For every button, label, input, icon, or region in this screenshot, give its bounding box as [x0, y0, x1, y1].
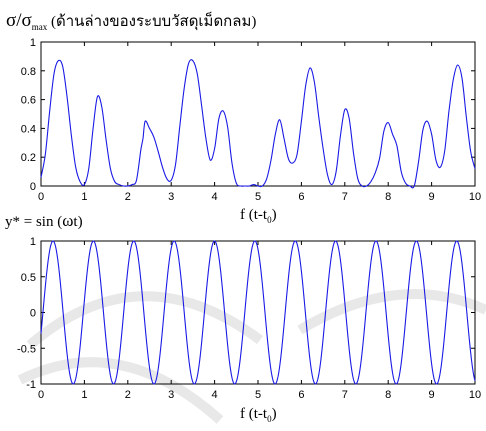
- x-tick-label: 6: [298, 389, 304, 401]
- x-tick-label: 5: [255, 191, 261, 203]
- y-tick-label: 1: [30, 37, 36, 49]
- x-tick-label: 6: [298, 191, 304, 203]
- y-tick-label: 0.5: [21, 272, 36, 284]
- y-tick-label: -0.5: [17, 343, 36, 355]
- chart-bottom-series-line: [40, 240, 476, 385]
- chart-bottom-x-axis: 0 1 2 3 4 5 6 7 8 9 10: [38, 241, 481, 401]
- y-tick-label: 0.8: [21, 66, 36, 78]
- x-tick-label: 4: [212, 191, 218, 203]
- watermark-arcs: [17, 289, 486, 424]
- chart-top-x-axis: 0 1 2 3 4 5 6 7 8 9 10: [38, 42, 481, 203]
- x-tick-label: 9: [429, 191, 435, 203]
- x-tick-label: 3: [168, 191, 174, 203]
- x-tick-label: 9: [429, 389, 435, 401]
- chart-top: σ/σmax (ด้านล่างของระบบวัสดุเม็ดกลม) 0 0.…: [6, 10, 481, 225]
- chart-bottom-y-axis: -1 -0.5 0 0.5 1: [17, 236, 475, 391]
- x-tick-label: 2: [125, 389, 131, 401]
- x-tick-label: 7: [342, 389, 348, 401]
- chart-top-frame: [40, 41, 476, 187]
- chart-bottom: y* = sin (ωt) -1 -0.5 0 0.5 1 0 1 2 3 4 5 6 7 8 9 10 f…: [5, 211, 481, 424]
- x-tick-label: 0: [38, 389, 44, 401]
- x-tick-label: 0: [38, 191, 44, 203]
- y-tick-label: 1: [30, 236, 36, 248]
- x-tick-label: 2: [125, 191, 131, 203]
- x-tick-label: 10: [469, 389, 481, 401]
- x-tick-label: 7: [342, 191, 348, 203]
- chart-top-title: σ/σmax (ด้านล่างของระบบวัสดุเม็ดกลม): [6, 10, 256, 32]
- chart-top-xlabel: f (t-t0): [240, 207, 277, 225]
- y-tick-label: -1: [26, 379, 36, 391]
- x-tick-label: 1: [81, 389, 87, 401]
- x-tick-label: 8: [385, 191, 391, 203]
- x-tick-label: 1: [81, 191, 87, 203]
- y-tick-label: 0.4: [21, 123, 36, 135]
- x-tick-label: 4: [212, 389, 218, 401]
- x-tick-label: 10: [469, 191, 481, 203]
- y-tick-label: 0: [30, 181, 36, 193]
- y-tick-label: 0.2: [21, 152, 36, 164]
- y-tick-label: 0: [30, 308, 36, 320]
- chart-bottom-title: y* = sin (ωt): [5, 211, 83, 230]
- chart-top-y-axis: 0 0.2 0.4 0.6 0.8 1: [21, 37, 475, 193]
- y-tick-label: 0.6: [21, 95, 36, 107]
- x-tick-label: 3: [168, 389, 174, 401]
- chart-top-series-line: [40, 59, 476, 189]
- x-tick-label: 8: [385, 389, 391, 401]
- x-tick-label: 5: [255, 389, 261, 401]
- chart-bottom-xlabel: f (t-t0): [240, 406, 277, 424]
